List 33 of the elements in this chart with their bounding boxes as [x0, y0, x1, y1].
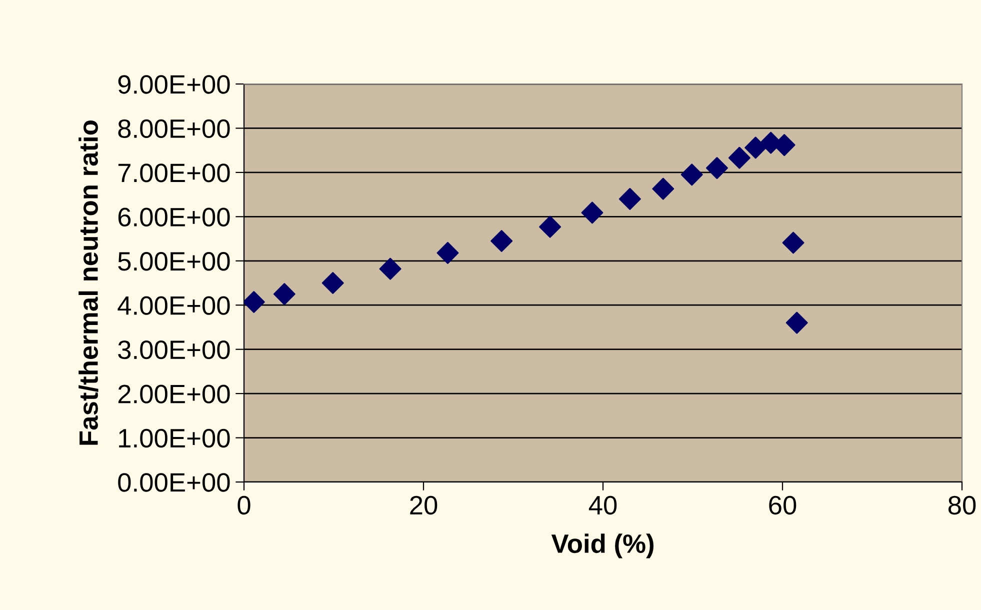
y-tick-label: 8.00E+00	[118, 119, 230, 138]
point	[490, 230, 513, 252]
x-tick-label: 20	[410, 496, 438, 515]
point	[706, 157, 728, 180]
point	[581, 202, 604, 224]
point	[786, 312, 808, 334]
x-tick-label: 40	[588, 496, 617, 515]
y-tick-label: 1.00E+00	[119, 428, 230, 448]
y-tick-label: 5.00E+00	[118, 252, 230, 271]
point	[618, 188, 641, 210]
y-axis-title: Fast/thermal neutron ratio	[78, 120, 98, 445]
point	[680, 164, 703, 186]
point	[436, 242, 459, 264]
y-tick-label: 4.00E+00	[118, 296, 230, 315]
point	[782, 232, 804, 254]
x-axis-title: Void (%)	[551, 534, 654, 558]
point	[539, 216, 562, 238]
y-tick-label: 9.00E+00	[118, 75, 230, 94]
y-tick-label: 3.00E+00	[118, 340, 230, 360]
point	[744, 136, 767, 159]
point	[652, 178, 674, 200]
x-tick-label: 60	[769, 496, 796, 515]
y-tick-label: 2.00E+00	[118, 384, 230, 404]
point	[322, 272, 344, 294]
x-tick-label: 80	[948, 496, 976, 515]
y-tick-label: 6.00E+00	[118, 208, 230, 226]
y-tick-label: 0.00E+00	[118, 473, 230, 492]
point	[379, 258, 402, 280]
x-tick-label: 0	[238, 496, 250, 515]
y-tick-label: 7.00E+00	[118, 164, 230, 182]
point	[273, 283, 296, 306]
point	[244, 291, 265, 314]
point	[728, 146, 750, 169]
